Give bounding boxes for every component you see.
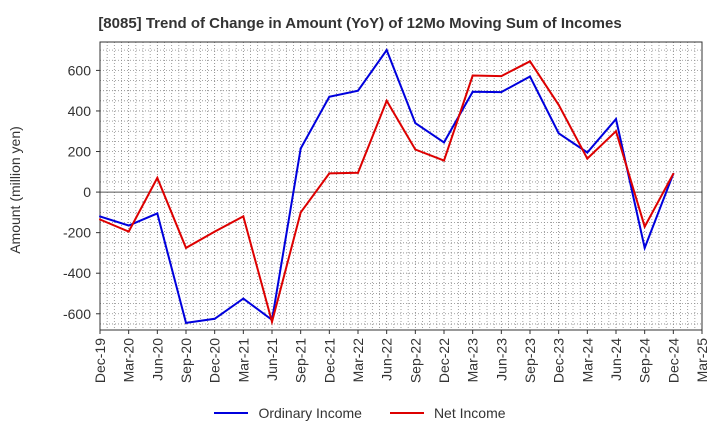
data-point-net-income [242,215,245,218]
data-point-net-income [529,60,531,63]
data-point-net-income [385,99,388,102]
chart-title: [8085] Trend of Change in Amount (YoY) o… [98,15,622,32]
x-tick-label: Mar-22 [350,338,366,383]
legend-label-net-income: Net Income [433,405,506,421]
x-tick-label: Jun-23 [493,338,509,381]
data-point-net-income [185,246,187,249]
data-point-net-income [586,157,589,160]
data-point-ordinary-income [471,90,474,93]
data-point-net-income [471,74,474,77]
y-tick-label: 0 [83,184,91,200]
x-tick-label: Sep-23 [522,338,538,383]
y-tick-label: 600 [68,62,92,78]
data-point-ordinary-income [414,122,417,125]
data-point-ordinary-income [643,246,646,249]
data-point-ordinary-income [357,89,359,92]
x-tick-label: Dec-22 [436,338,452,383]
data-point-net-income [615,130,617,133]
y-tick-label: -200 [63,225,91,241]
data-point-net-income [672,172,675,175]
data-point-net-income [357,171,359,174]
data-point-net-income [99,218,101,221]
data-point-ordinary-income [213,317,216,320]
data-point-ordinary-income [615,118,617,121]
y-tick-label: -400 [63,265,91,281]
x-tick-label: Mar-21 [235,338,251,383]
legend-swatch-net-income [389,412,424,414]
data-point-ordinary-income [242,297,245,300]
data-point-ordinary-income [385,49,388,52]
y-tick-label: 200 [68,144,92,160]
data-point-ordinary-income [185,321,187,324]
x-tick-label: Dec-20 [207,338,223,383]
legend-item-ordinary-income: Ordinary Income [214,405,362,421]
data-point-ordinary-income [557,132,560,135]
data-point-net-income [643,225,646,228]
data-point-ordinary-income [127,224,130,227]
y-tick-label: 400 [68,103,92,119]
data-point-net-income [127,230,130,233]
data-point-ordinary-income [529,75,531,78]
data-point-ordinary-income [299,147,302,150]
x-tick-label: Dec-24 [665,338,681,383]
legend-swatch-ordinary-income [214,412,249,414]
data-point-net-income [500,75,503,78]
legend-item-net-income: Net Income [389,405,506,421]
x-tick-label: Mar-23 [465,338,481,383]
x-tick-label: Dec-19 [92,338,108,383]
legend-label-ordinary-income: Ordinary Income [258,405,362,421]
data-point-ordinary-income [586,151,589,154]
data-point-net-income [299,211,302,214]
data-point-net-income [443,159,445,162]
x-tick-label: Jun-20 [149,338,165,381]
data-point-net-income [271,320,273,323]
x-tick-label: Jun-24 [608,338,624,381]
x-tick-label: Jun-21 [264,338,280,381]
x-tick-label: Sep-24 [637,338,653,383]
x-tick-label: Mar-25 [694,338,710,383]
data-point-net-income [557,103,560,106]
x-tick-label: Dec-21 [321,338,337,383]
plot-frame [99,41,703,331]
x-tick-label: Sep-21 [293,338,309,383]
x-tick-label: Sep-20 [178,338,194,383]
x-tick-label: Mar-20 [121,338,137,383]
x-tick-label: Sep-22 [407,338,423,383]
x-tick-label: Dec-23 [551,338,567,383]
data-point-ordinary-income [156,212,159,215]
data-point-net-income [213,230,216,233]
data-point-net-income [414,148,417,151]
data-point-net-income [156,176,159,179]
y-tick-label: -600 [63,306,91,322]
x-tick-label: Mar-24 [579,338,595,383]
legend: Ordinary Income Net Income [0,405,720,421]
data-point-net-income [328,172,331,175]
data-point-ordinary-income [443,141,445,144]
data-point-ordinary-income [500,91,503,94]
x-tick-label: Jun-22 [379,338,395,381]
data-point-ordinary-income [328,95,331,98]
data-point-ordinary-income [99,215,101,218]
